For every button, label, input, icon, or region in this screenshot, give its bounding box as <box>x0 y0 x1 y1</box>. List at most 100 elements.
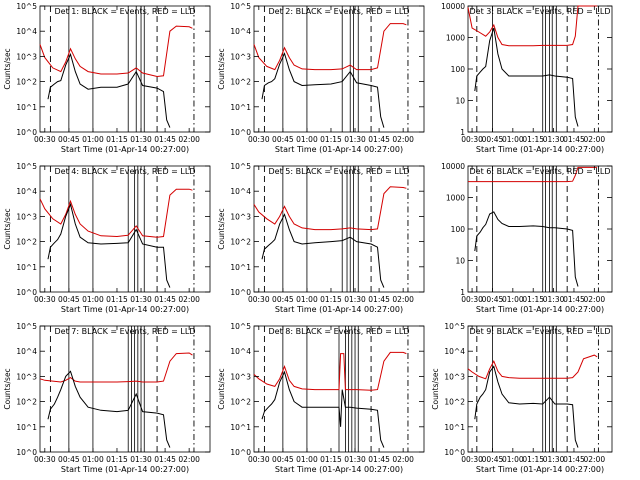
x-tick-label: 00:30 <box>248 135 270 144</box>
x-axis-label: Start Time (01-Apr-14 00:27:00) <box>61 465 189 474</box>
y-tick-label: 10^3 <box>230 212 251 221</box>
events-series-line <box>474 27 579 127</box>
events-series-line <box>474 211 579 287</box>
x-tick-label: 01:45 <box>154 295 176 304</box>
x-tick-label: 01:15 <box>320 455 342 464</box>
x-tick-label: 01:15 <box>522 455 544 464</box>
x-tick-label: 00:30 <box>461 135 483 144</box>
y-tick-label: 10^2 <box>444 398 465 407</box>
x-tick-label: 00:30 <box>248 455 270 464</box>
plot-frame <box>467 325 613 453</box>
x-tick-label: 00:30 <box>461 455 483 464</box>
x-tick-label: 02:00 <box>178 135 200 144</box>
y-tick-label: 10^3 <box>230 372 251 381</box>
x-tick-label: 01:00 <box>502 455 524 464</box>
detector-panel-4: 00:30 00:45 01:00 01:15 01:30 01:45 02:00 10^0 1… <box>3 162 211 314</box>
x-tick-label: 00:45 <box>272 455 294 464</box>
y-tick-label: 10000 <box>441 2 465 11</box>
x-tick-label: 01:00 <box>296 455 318 464</box>
x-tick-label: 01:45 <box>563 455 585 464</box>
x-tick-label: 01:45 <box>154 455 176 464</box>
x-axis-label: Start Time (01-Apr-14 00:27:00) <box>275 465 403 474</box>
y-tick-label: 10^2 <box>230 78 251 87</box>
x-tick-label: 02:00 <box>392 135 414 144</box>
x-axis-label: Start Time (01-Apr-14 00:27:00) <box>476 145 604 154</box>
y-tick-label: 10^4 <box>16 347 37 356</box>
y-tick-label: 10^2 <box>16 238 37 247</box>
lld-series-line <box>39 352 193 383</box>
y-axis-label: Counts/sec <box>217 48 226 89</box>
y-axis-label: Counts/sec <box>3 208 12 249</box>
lld-series-line <box>467 5 598 47</box>
y-tick-label: 10^3 <box>16 52 37 61</box>
y-tick-label: 10^4 <box>230 187 251 196</box>
x-axis-label: Start Time (01-Apr-14 00:27:00) <box>275 145 403 154</box>
y-tick-label: 10^4 <box>230 27 251 36</box>
y-tick-label: 10^5 <box>16 2 37 11</box>
detector-panel-1: 00:30 00:45 01:00 01:15 01:30 01:45 02:00 10^0 1… <box>3 2 211 154</box>
x-tick-label: 02:00 <box>392 295 414 304</box>
y-tick-label: 10^0 <box>16 288 37 297</box>
x-tick-label: 01:30 <box>543 295 565 304</box>
y-tick-label: 10^4 <box>16 27 37 36</box>
x-tick-label: 01:00 <box>502 295 524 304</box>
x-tick-label: 01:45 <box>368 295 390 304</box>
x-tick-label: 01:30 <box>543 455 565 464</box>
x-tick-label: 01:30 <box>543 135 565 144</box>
x-tick-label: 01:15 <box>106 135 128 144</box>
x-tick-label: 01:00 <box>502 135 524 144</box>
x-tick-label: 02:00 <box>584 135 606 144</box>
x-tick-label: 01:45 <box>368 455 390 464</box>
x-axis-label: Start Time (01-Apr-14 00:27:00) <box>61 145 189 154</box>
detector-panel-5: 00:30 00:45 01:00 01:15 01:30 01:45 02:00 10^0 1… <box>217 162 425 314</box>
y-tick-label: 1000 <box>446 194 465 203</box>
plot-frame <box>39 5 211 133</box>
x-tick-label: 01:30 <box>344 135 366 144</box>
y-axis-label: Counts/sec <box>3 48 12 89</box>
x-tick-label: 01:15 <box>106 295 128 304</box>
y-tick-label: 100 <box>451 65 466 74</box>
lld-series-line <box>253 186 407 231</box>
y-tick-label: 10^2 <box>16 78 37 87</box>
y-tick-label: 10^4 <box>16 187 37 196</box>
panel-title: Det 6: BLACK = Events, RED = LLD <box>470 167 611 176</box>
y-tick-label: 10^5 <box>16 322 37 331</box>
plot-frame <box>39 165 211 293</box>
x-tick-label: 01:15 <box>522 135 544 144</box>
x-tick-label: 01:00 <box>296 295 318 304</box>
y-tick-label: 10^0 <box>16 448 37 457</box>
y-tick-label: 1 <box>460 128 465 137</box>
y-tick-label: 10^5 <box>230 322 251 331</box>
y-axis-label: Counts/sec <box>431 368 440 409</box>
y-tick-label: 10 <box>455 257 465 266</box>
x-tick-label: 01:15 <box>106 455 128 464</box>
y-tick-label: 10^0 <box>444 448 465 457</box>
y-axis-label: Counts/sec <box>3 368 12 409</box>
y-tick-label: 10^5 <box>230 162 251 171</box>
y-tick-label: 10000 <box>441 162 465 171</box>
x-tick-label: 01:00 <box>82 295 104 304</box>
events-series-line <box>474 365 579 448</box>
y-tick-label: 10^5 <box>444 322 465 331</box>
lld-series-line <box>39 188 193 238</box>
events-series-line <box>261 370 385 448</box>
detector-panel-7: 00:30 00:45 01:00 01:15 01:30 01:45 02:00 10^0 1… <box>3 322 211 474</box>
x-tick-label: 00:45 <box>58 135 80 144</box>
y-axis-label: Counts/sec <box>217 368 226 409</box>
y-tick-label: 10^1 <box>16 263 37 272</box>
x-tick-label: 01:15 <box>320 295 342 304</box>
x-axis-label: Start Time (01-Apr-14 00:27:00) <box>275 305 403 314</box>
x-tick-label: 00:30 <box>248 295 270 304</box>
plot-frame <box>467 165 613 293</box>
y-tick-label: 1000 <box>446 34 465 43</box>
plot-frame <box>253 5 425 133</box>
y-tick-label: 10^0 <box>230 128 251 137</box>
events-series-line <box>261 213 385 288</box>
x-tick-label: 01:15 <box>522 295 544 304</box>
detector-panel-2: 00:30 00:45 01:00 01:15 01:30 01:45 02:00 10^0 1… <box>217 2 425 154</box>
lld-series-line <box>253 23 407 71</box>
x-tick-label: 02:00 <box>392 455 414 464</box>
x-axis-label: Start Time (01-Apr-14 00:27:00) <box>61 305 189 314</box>
y-tick-label: 10^5 <box>230 2 251 11</box>
y-tick-label: 10 <box>455 97 465 106</box>
